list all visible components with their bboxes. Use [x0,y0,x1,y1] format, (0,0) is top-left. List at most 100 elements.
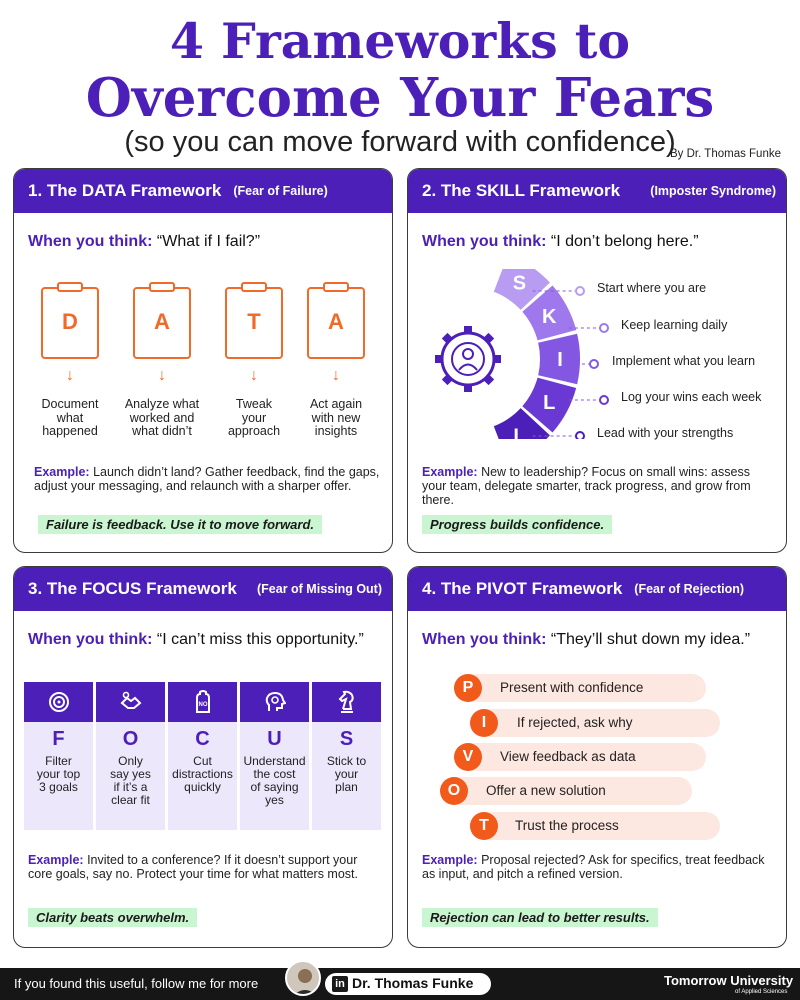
pivot-text: If rejected, ask why [517,715,633,730]
focus-column: O Only say yes if it’s a clear fit [96,682,165,830]
page-title-line1: 4 Frameworks to [169,12,631,70]
skill-arc-segment [493,269,550,310]
pivot-row [442,777,692,805]
footer-bar: If you found this useful, follow me for … [0,960,800,1000]
card-header: 3. The FOCUS Framework (Fear of Missing … [14,567,392,611]
pivot-row [456,743,706,771]
clipboard-icon: A [133,282,191,359]
think-prefix: When you think: [28,631,153,648]
data-step-label: Analyze what worked and what didn’t [124,397,200,438]
focus-column: S Stick to your plan [312,682,381,830]
pivot-row [470,812,720,840]
pivot-text: Present with confidence [500,680,644,695]
svg-text:NO: NO [198,702,207,708]
focus-text: Understand the cost of saying yes [243,754,306,807]
focus-column: U Understand the cost of saying yes [240,682,309,830]
pivot-text: Trust the process [515,818,619,833]
example-text: Example: Invited to a conference? If it … [28,853,358,881]
card-title: 3. The FOCUS Framework [28,579,237,598]
avatar [285,960,321,996]
skill-connector-dot [575,431,585,439]
card-header: 4. The PIVOT Framework (Fear of Rejectio… [408,567,786,611]
handshake-icon [120,691,141,709]
linkedin-icon[interactable]: in [332,976,348,992]
pivot-letter: T [470,812,498,840]
skill-connector-dot [575,286,585,296]
think-prefix: When you think: [422,233,547,250]
skill-label: Log your wins each week [621,390,762,404]
brand-logo-text: Tomorrow University [664,973,794,988]
card-header: 2. The SKILL Framework (Imposter Syndrom… [408,169,786,213]
skill-label: Start where you are [597,281,707,295]
focus-column: F Filter your top 3 goals [24,682,93,830]
skill-label: Lead with your strengths [597,426,734,440]
think-prefix: When you think: [422,631,547,648]
data-step-label: Document what happened [41,397,99,438]
data-step-label: Tweak your approach [227,397,281,438]
target-icon [48,692,69,712]
skill-letter: L [513,425,525,439]
profile-name[interactable]: Dr. Thomas Funke [352,975,474,991]
card-tag: (Imposter Syndrome) [650,184,776,198]
focus-text: Stick to your plan [326,754,367,794]
clipboard-icon: D [41,282,99,359]
stop-hand-icon: NO [195,690,210,713]
linkedin-profile-link[interactable] [325,973,491,995]
skill-arc-segment [493,408,550,439]
think-prefix: When you think: [28,233,153,250]
skill-connector-dot [589,359,599,369]
skill-connector-dot [599,395,609,405]
when-you-think: When you think: “They’ll shut down my id… [422,631,750,649]
skill-label: Implement what you learn [612,354,756,368]
skill-letter: I [557,349,563,371]
example-text: Example: Proposal rejected? Ask for spec… [422,853,765,881]
skill-arc-segment [522,285,577,341]
skill-arc-diagram: SKILL [435,269,609,439]
skill-letter: L [543,392,555,414]
when-you-think: When you think: “I don’t belong here.” [422,233,699,251]
when-you-think: When you think: “I can’t miss this oppor… [28,631,364,649]
pivot-letter: I [470,709,498,737]
page-title-line2: Overcome Your Fears [85,67,715,129]
down-arrow-icon: ↓ [332,367,340,384]
skill-connector-dot [599,323,609,333]
data-letter: A [154,309,170,334]
down-arrow-icon: ↓ [66,367,74,384]
pivot-text: View feedback as data [500,749,636,764]
think-quote: “What if I fail?” [156,233,261,250]
focus-text: Filter your top 3 goals [36,754,81,794]
follow-text: If you found this useful, follow me for … [14,976,259,991]
think-quote: “They’ll shut down my idea.” [550,631,751,648]
clipboard-icon: A [307,282,365,359]
card-title: 4. The PIVOT Framework [422,579,623,598]
skill-letter: S [513,273,526,295]
data-framework-card: 1. The DATA Framework (Fear of Failure) … [13,168,393,553]
card-tag: (Fear of Rejection) [634,582,745,596]
focus-letter: F [52,728,65,750]
focus-letter: S [339,728,354,750]
example-text: Example: New to leadership? Focus on sma… [422,465,751,507]
takeaway-highlight: Rejection can lead to better results. [422,908,658,927]
clipboard-icon: T [225,282,283,359]
skill-arc-segment [522,377,577,433]
focus-text: Cut distractions quickly [172,754,233,794]
pivot-row [470,709,720,737]
focus-letter: O [122,728,139,750]
card-title: 1. The DATA Framework [28,181,222,200]
down-arrow-icon: ↓ [158,367,166,384]
pivot-text: Offer a new solution [486,783,606,798]
skill-letter: K [542,306,557,328]
pivot-framework-card: 4. The PIVOT Framework (Fear of Rejectio… [407,566,787,948]
focus-letter: C [195,728,210,750]
chess-knight-icon [338,690,354,713]
think-quote: “I can’t miss this opportunity.” [156,631,364,648]
pivot-letter: O [440,777,468,805]
example-text: Example: Launch didn’t land? Gather feed… [34,465,380,493]
takeaway-highlight: Clarity beats overwhelm. [28,908,198,927]
think-quote: “I don’t belong here.” [550,233,699,250]
card-header: 1. The DATA Framework (Fear of Failure) [14,169,392,213]
focus-column: NO C Cut distractions quickly [168,682,237,830]
author-credit: By Dr. Thomas Funke [670,148,781,160]
data-letter: T [247,309,261,334]
takeaway-highlight: Failure is feedback. Use it to move forw… [38,515,323,534]
